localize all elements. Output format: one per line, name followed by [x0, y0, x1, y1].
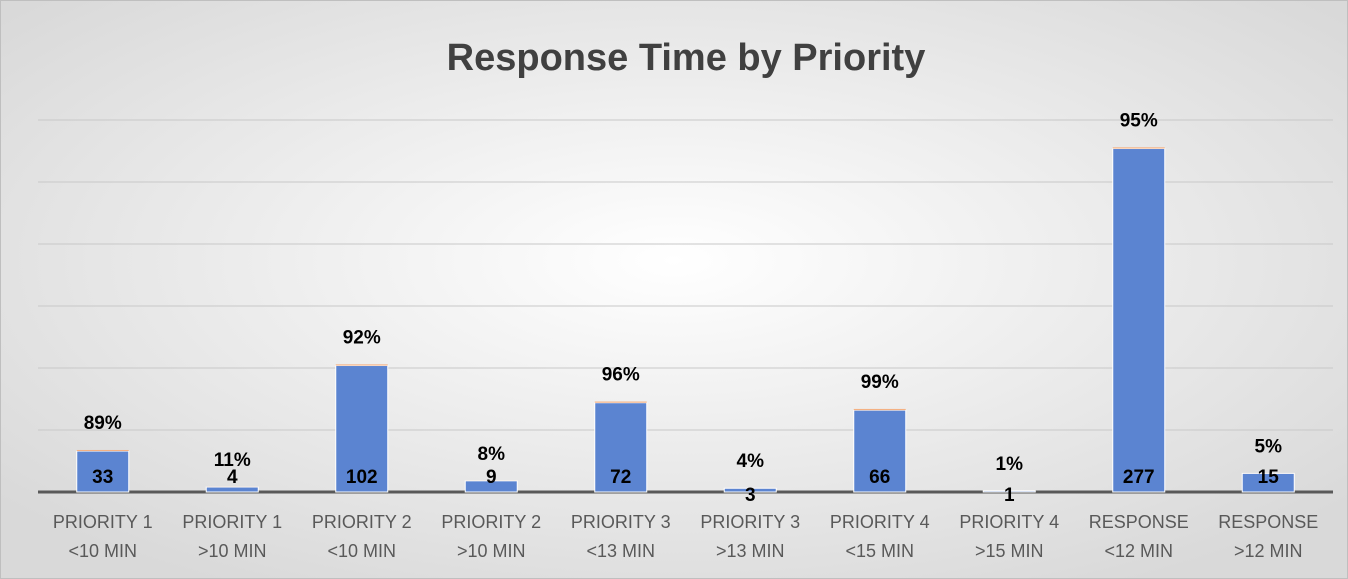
bar: [335, 365, 389, 493]
percent-segment: [335, 364, 388, 366]
percent-segment: [853, 408, 906, 411]
x-tick-label: <10 MIN: [327, 541, 396, 561]
x-tick-label: >10 MIN: [198, 541, 267, 561]
value-label: 277: [1123, 467, 1155, 488]
percent-label: 89%: [84, 413, 122, 434]
x-tick-label: <13 MIN: [586, 541, 655, 561]
x-tick-label: PRIORITY 3: [571, 512, 671, 532]
bar: [594, 402, 648, 493]
bar: [853, 409, 907, 493]
value-label: 66: [869, 467, 890, 488]
percent-label: 5%: [1255, 436, 1283, 457]
percent-segment: [76, 449, 129, 452]
value-label: 9: [486, 467, 497, 488]
x-tick-label: RESPONSE: [1089, 512, 1189, 532]
x-tick-label: <10 MIN: [68, 541, 137, 561]
bar: [982, 490, 1036, 493]
value-label: 102: [346, 467, 378, 488]
x-tick-label: PRIORITY 3: [700, 512, 800, 532]
x-tick-label: >12 MIN: [1234, 541, 1303, 561]
percent-label: 8%: [478, 444, 506, 465]
x-tick-label: >10 MIN: [457, 541, 526, 561]
x-tick-label: <15 MIN: [845, 541, 914, 561]
value-label: 3: [745, 485, 756, 506]
value-label: 15: [1258, 467, 1280, 488]
chart-title: Response Time by Priority: [447, 37, 926, 79]
x-tick-label: PRIORITY 1: [182, 512, 282, 532]
percent-segment: [1112, 147, 1165, 149]
percent-segment: [594, 401, 647, 403]
x-tick-label: PRIORITY 4: [959, 512, 1059, 532]
value-label: 1: [1004, 485, 1015, 506]
x-tick-label: >15 MIN: [975, 541, 1044, 561]
bar: [76, 450, 130, 493]
percent-label: 99%: [861, 372, 899, 393]
percent-label: 92%: [343, 327, 381, 348]
x-tick-label: PRIORITY 2: [441, 512, 541, 532]
value-label: 72: [610, 467, 631, 488]
x-tick-label: PRIORITY 2: [312, 512, 412, 532]
percent-label: 96%: [602, 365, 640, 386]
x-tick-label: >13 MIN: [716, 541, 785, 561]
x-tick-label: <12 MIN: [1104, 541, 1173, 561]
x-tick-label: PRIORITY 1: [53, 512, 153, 532]
percent-label: 4%: [737, 451, 765, 472]
bar: [1112, 148, 1166, 493]
percent-label: 95%: [1120, 110, 1158, 131]
value-label: 33: [92, 467, 113, 488]
percent-label: 11%: [214, 450, 251, 471]
percent-label: 1%: [996, 454, 1024, 475]
value-label: 4: [227, 467, 238, 488]
x-tick-label: RESPONSE: [1218, 512, 1318, 532]
x-tick-label: PRIORITY 4: [830, 512, 930, 532]
